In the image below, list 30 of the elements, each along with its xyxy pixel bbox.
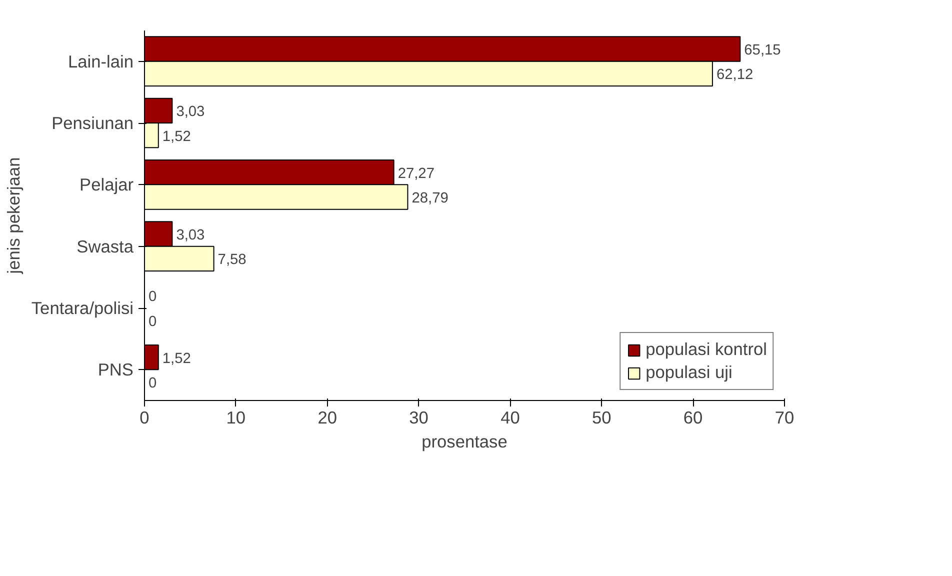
x-tick-label: 0 xyxy=(140,408,150,428)
legend-label: populasi kontrol xyxy=(646,339,767,360)
data-label: 65,15 xyxy=(744,42,781,58)
x-tick-label: 50 xyxy=(592,408,612,428)
data-label: 7,58 xyxy=(218,252,246,268)
y-axis-title: jenis pekerjaan xyxy=(3,157,24,275)
x-tick-label: 60 xyxy=(683,408,703,428)
y-tick-label: Lain-lain xyxy=(68,51,134,72)
data-label: 28,79 xyxy=(412,190,448,206)
y-tick-label: Swasta xyxy=(76,236,134,256)
y-tick-label: Pensiunan xyxy=(52,113,134,133)
data-label: 3,03 xyxy=(176,104,205,120)
y-tick-label: Pelajar xyxy=(80,174,134,195)
data-label: 3,03 xyxy=(176,228,205,244)
x-tick-label: 10 xyxy=(226,408,246,428)
x-tick-label: 70 xyxy=(774,408,794,428)
x-tick-label: 40 xyxy=(500,408,520,428)
y-tick-label: Tentara/polisi xyxy=(31,298,134,318)
x-tick-label: 20 xyxy=(318,408,337,428)
data-label: 0 xyxy=(148,376,157,392)
data-label: 1,52 xyxy=(162,128,191,145)
data-label: 27,27 xyxy=(398,166,435,182)
data-label: 62,12 xyxy=(716,67,754,84)
data-label: 0 xyxy=(148,314,157,330)
x-axis-title: prosentase xyxy=(422,432,508,452)
y-tick-label: PNS xyxy=(98,360,134,380)
legend-label: populasi uji xyxy=(646,362,732,383)
x-tick-label: 30 xyxy=(409,408,428,428)
data-label: 0 xyxy=(148,289,157,306)
data-label: 1,52 xyxy=(162,350,191,367)
